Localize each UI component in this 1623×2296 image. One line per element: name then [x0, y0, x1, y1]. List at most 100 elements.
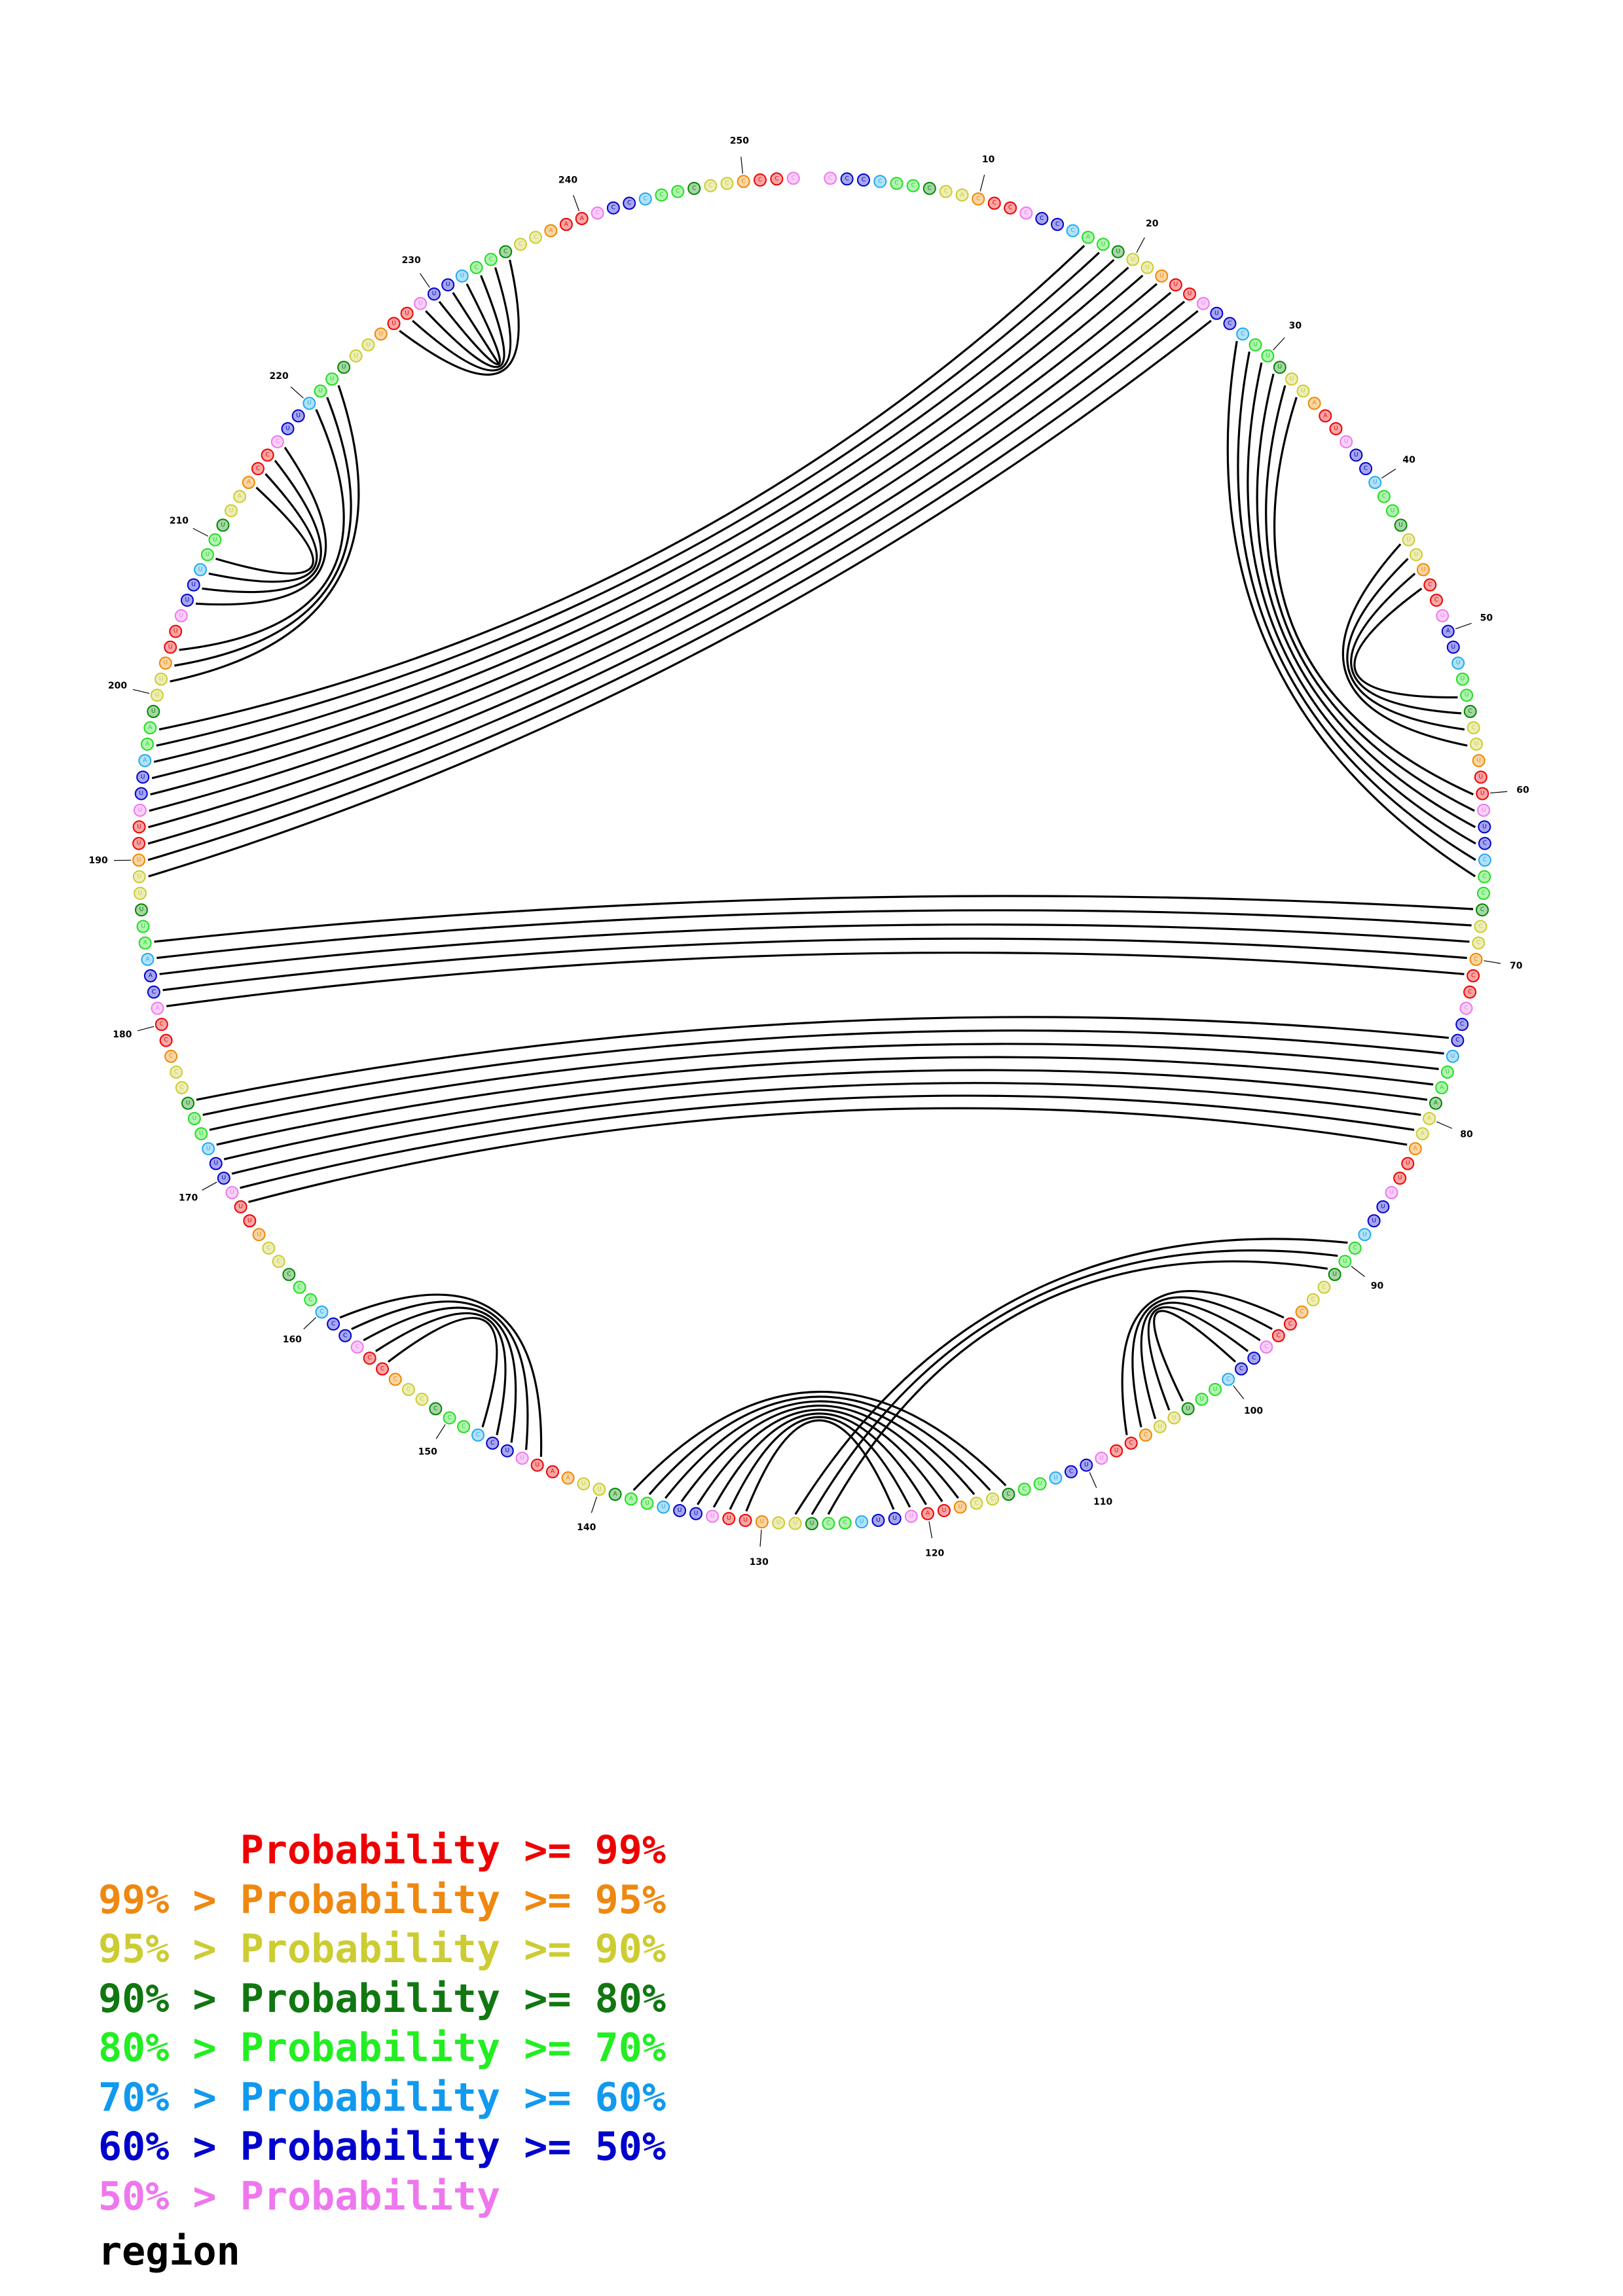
svg-text:C: C — [1252, 1355, 1256, 1361]
tick-mark-70 — [1484, 960, 1501, 964]
nucleotide-15: C — [1051, 217, 1065, 231]
tick-mark-150 — [435, 1424, 446, 1439]
nucleotide-18: U — [1096, 238, 1110, 251]
nucleotide-213: A — [233, 490, 247, 503]
nucleotide-189: U — [132, 870, 146, 884]
svg-text:U: U — [1391, 507, 1395, 514]
base-pair-arc-8-1 — [351, 1300, 529, 1450]
base-pair-arc-0-9 — [148, 319, 1212, 878]
svg-text:U: U — [1343, 1258, 1347, 1265]
tick-mark-180 — [137, 1026, 155, 1031]
nucleotide-202: U — [158, 656, 172, 670]
nucleotide-68: C — [1474, 920, 1487, 933]
tick-mark-90 — [1351, 1266, 1365, 1277]
svg-text:A: A — [613, 1491, 617, 1498]
svg-text:C: C — [1300, 1309, 1304, 1316]
svg-text:U: U — [1084, 1462, 1089, 1469]
svg-text:U: U — [892, 1515, 897, 1522]
svg-text:C: C — [447, 1414, 451, 1421]
svg-text:U: U — [876, 1517, 881, 1524]
nucleotide-54: U — [1460, 689, 1474, 702]
nucleotide-114: C — [1017, 1482, 1031, 1496]
base-pair-arc-1-0 — [1226, 340, 1476, 878]
nucleotide-62: U — [1478, 820, 1491, 834]
svg-text:U: U — [392, 320, 396, 327]
svg-text:U: U — [678, 1507, 682, 1514]
svg-text:C: C — [845, 175, 849, 182]
base-pair-arc-4-7 — [248, 1107, 1408, 1204]
svg-text:C: C — [878, 178, 882, 185]
svg-text:U: U — [1440, 613, 1445, 619]
svg-text:U: U — [418, 300, 423, 307]
base-pair-arc-8-0 — [339, 1293, 543, 1457]
nucleotide-109: U — [1095, 1451, 1108, 1465]
svg-text:U: U — [1266, 353, 1270, 359]
svg-text:C: C — [1474, 956, 1478, 963]
nucleotide-236: C — [514, 238, 528, 251]
base-pair-arc-6-0 — [1121, 1290, 1285, 1435]
svg-text:U: U — [520, 1455, 524, 1462]
base-pair-arc-1-1 — [1237, 351, 1476, 861]
svg-text:A: A — [148, 725, 153, 731]
nucleotide-1: C — [824, 171, 837, 185]
nucleotide-184: A — [141, 952, 155, 966]
nucleotide-164: C — [272, 1255, 285, 1268]
svg-text:U: U — [1451, 1053, 1455, 1060]
nucleotide-30: U — [1261, 349, 1275, 363]
svg-text:U: U — [230, 1189, 234, 1196]
svg-text:C: C — [1464, 1005, 1468, 1012]
nucleotide-229: U — [414, 296, 428, 310]
nucleotide-105: U — [1153, 1420, 1167, 1433]
base-pair-arc-0-8 — [147, 310, 1199, 861]
svg-text:C: C — [489, 256, 493, 262]
nucleotide-21: U — [1140, 260, 1154, 274]
svg-text:A: A — [566, 1475, 570, 1481]
nucleotide-3: C — [857, 173, 871, 187]
position-ticks: 10 20 30 40 50 60 70 80 90 100 110 120 130 140 150 160 1… — [88, 136, 1529, 1568]
nucleotide-195: U — [136, 770, 150, 784]
nucleotide-51: U — [1446, 640, 1460, 654]
nucleotide-126: C — [822, 1516, 835, 1530]
svg-text:C: C — [944, 188, 948, 195]
svg-text:C: C — [1239, 1366, 1243, 1372]
svg-text:C: C — [1428, 582, 1432, 588]
svg-text:U: U — [1476, 757, 1481, 764]
nucleotide-228: U — [400, 306, 414, 320]
svg-text:U: U — [138, 890, 143, 897]
nucleotide-111: C — [1065, 1465, 1078, 1479]
tick-label-120: 120 — [925, 1549, 944, 1559]
svg-text:C: C — [1482, 874, 1486, 880]
svg-text:C: C — [742, 178, 746, 185]
svg-text:C: C — [1483, 857, 1487, 863]
svg-text:C: C — [676, 188, 680, 195]
svg-text:C: C — [1480, 906, 1484, 913]
tick-label-50: 50 — [1480, 613, 1493, 623]
svg-text:U: U — [137, 857, 141, 863]
svg-text:C: C — [595, 210, 599, 217]
svg-text:U: U — [942, 1507, 947, 1514]
nucleotide-16: C — [1066, 224, 1080, 238]
nucleotide-158: C — [338, 1329, 352, 1342]
nucleotide-6: C — [906, 179, 920, 192]
svg-text:U: U — [535, 1462, 539, 1469]
nucleotide-8: C — [939, 185, 953, 198]
svg-text:U: U — [1213, 1386, 1218, 1393]
svg-text:U: U — [1482, 823, 1487, 830]
base-pair-arc-4-4 — [223, 1069, 1428, 1160]
nucleotide-185: A — [138, 936, 152, 950]
base-pair-arc-8-2 — [363, 1306, 517, 1443]
base-pair-arc-0-1 — [156, 251, 1100, 747]
nucleotide-173: U — [194, 1127, 208, 1141]
nucleotide-222: U — [325, 372, 339, 386]
nucleotide-188: U — [134, 886, 147, 900]
nucleotide-243: C — [623, 196, 636, 210]
nucleotide-117: C — [970, 1496, 983, 1510]
nucleotide-237: C — [529, 230, 543, 244]
svg-text:C: C — [1040, 215, 1044, 222]
tick-mark-100 — [1233, 1385, 1245, 1399]
svg-text:U: U — [793, 1520, 797, 1527]
svg-text:C: C — [1024, 210, 1028, 217]
nucleotide-138: A — [624, 1492, 638, 1506]
svg-text:U: U — [296, 412, 301, 419]
svg-text:U: U — [1332, 1271, 1337, 1278]
